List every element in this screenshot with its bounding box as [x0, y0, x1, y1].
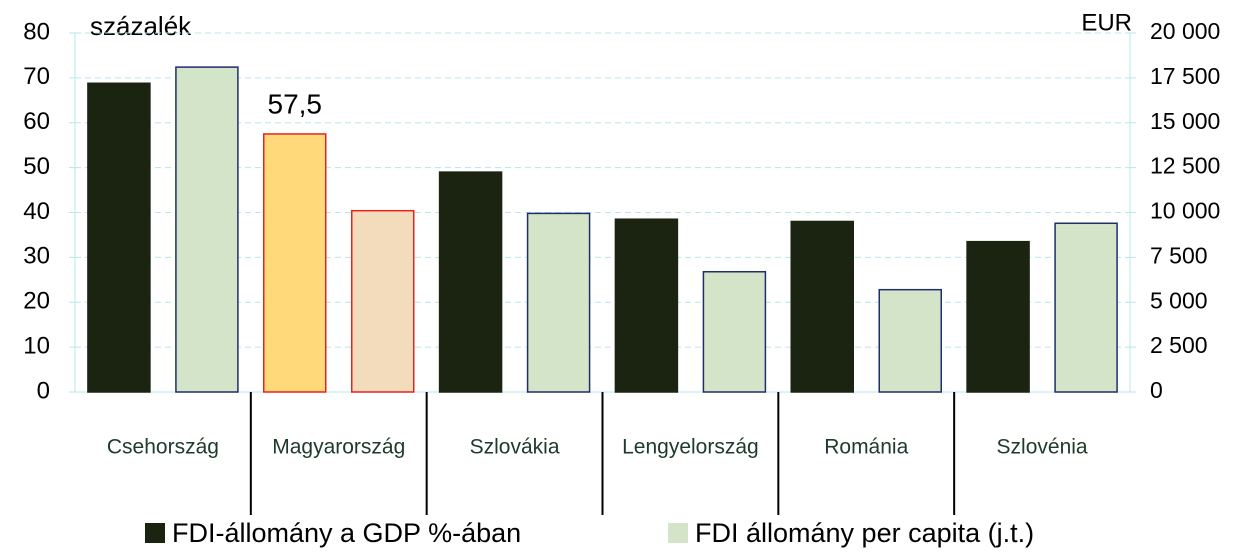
x-tick-label: Románia: [824, 436, 908, 459]
y2-tick-label: 0: [1150, 377, 1163, 403]
bar: [966, 240, 1030, 393]
x-tick-label: Szlovénia: [997, 436, 1088, 459]
y2-tick-label: 20 000: [1150, 18, 1220, 44]
y-axis-label: százalék: [90, 11, 192, 41]
legend-swatch: [668, 523, 688, 543]
y2-axis-label: EUR: [1081, 9, 1132, 36]
bar: [702, 270, 767, 393]
bar: [790, 220, 854, 393]
y2-tick-label: 7 500: [1150, 242, 1208, 268]
y2-tick-label: 10 000: [1150, 198, 1220, 224]
y-tick-label: 10: [23, 332, 50, 359]
y2-tick-label: 2 500: [1150, 332, 1208, 358]
y2-tick-label: 12 500: [1150, 153, 1220, 179]
legend-label: FDI-állomány a GDP %-ában: [172, 518, 521, 548]
y-tick-label: 30: [23, 243, 50, 270]
y-tick-label: 70: [23, 63, 50, 90]
bar: [438, 171, 503, 393]
bar: [878, 288, 942, 393]
bar: [526, 212, 591, 393]
bar: [614, 218, 679, 393]
bar: [87, 82, 151, 393]
y-tick-label: 50: [23, 153, 50, 180]
y2-tick-label: 17 500: [1150, 63, 1220, 89]
legend-label: FDI állomány per capita (j.t.): [695, 518, 1034, 548]
data-label: 57,5: [268, 88, 323, 119]
legend-swatch: [145, 523, 165, 543]
y-tick-label: 20: [23, 288, 50, 315]
x-tick-label: Csehország: [107, 436, 219, 459]
y2-tick-label: 15 000: [1150, 108, 1220, 134]
y-tick-label: 80: [23, 18, 50, 45]
bar: [263, 133, 327, 393]
bar: [1054, 222, 1118, 393]
x-tick-label: Lengyelország: [622, 436, 759, 459]
x-tick-label: Szlovákia: [470, 436, 560, 459]
y-tick-label: 0: [37, 377, 50, 404]
y2-tick-label: 5 000: [1150, 287, 1208, 313]
bar: [175, 66, 239, 393]
y-tick-label: 60: [23, 108, 50, 135]
y-tick-label: 40: [23, 198, 50, 225]
bar: [351, 209, 415, 393]
x-tick-label: Magyarország: [272, 436, 405, 459]
